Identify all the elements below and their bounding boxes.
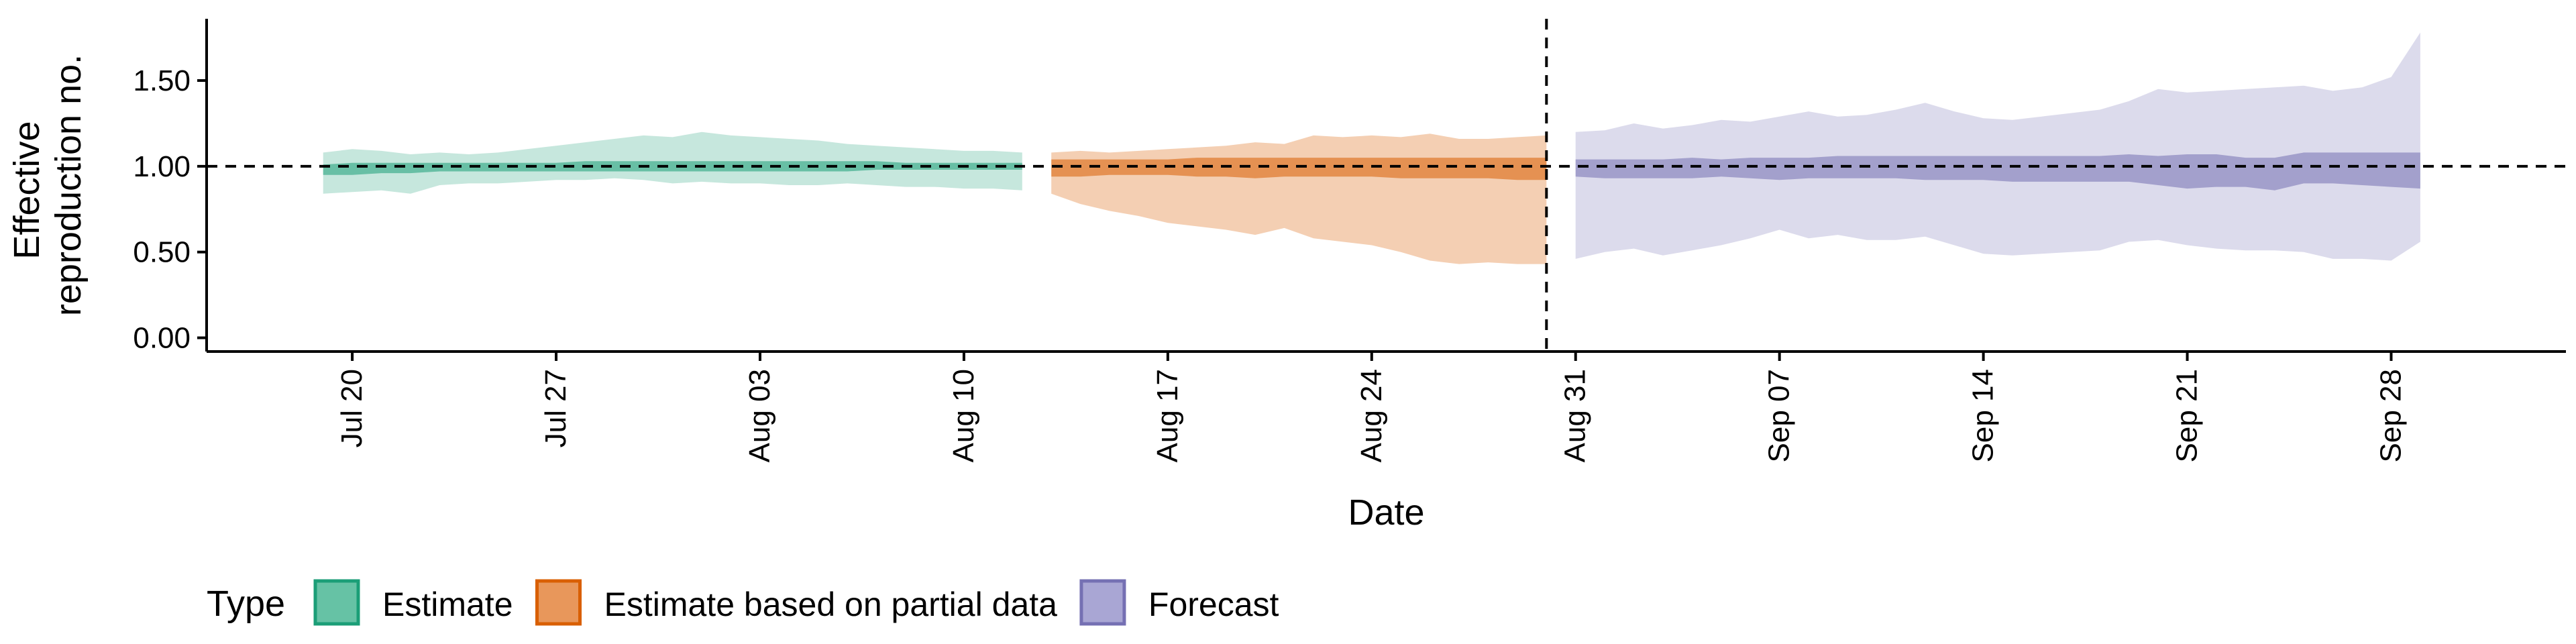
y-axis-title-line-1: Effective bbox=[7, 121, 47, 259]
x-tick-label: Sep 21 bbox=[2171, 369, 2204, 462]
band-outer-estimate-based-on-partial-data bbox=[1051, 133, 1547, 264]
x-tick-label: Aug 03 bbox=[743, 369, 776, 462]
x-tick-label: Jul 27 bbox=[539, 369, 572, 447]
legend-key-estimate-based-on-partial-data bbox=[535, 579, 582, 626]
y-axis-title-line-2: reproduction no. bbox=[48, 54, 89, 316]
legend-label-estimate: Estimate bbox=[382, 586, 513, 623]
x-ticks: Jul 20 Jul 27 Aug 03 Aug 10 Aug 17 Aug 24 Aug … bbox=[335, 352, 2407, 462]
band-inner-estimate-based-on-partial-data bbox=[1051, 158, 1547, 180]
band-outer-forecast bbox=[1575, 32, 2420, 261]
x-tick-label: Sep 14 bbox=[1967, 369, 2000, 462]
plot-bands bbox=[323, 32, 2420, 264]
x-tick-label: Sep 28 bbox=[2374, 369, 2407, 462]
band-inner-estimate bbox=[323, 161, 1022, 175]
x-tick-label: Jul 20 bbox=[335, 369, 368, 447]
y-tick-label: 0.00 bbox=[133, 322, 191, 355]
x-axis-title: Date bbox=[1348, 492, 1424, 533]
legend-title: Type bbox=[207, 584, 285, 624]
band-inner-forecast bbox=[1575, 152, 2420, 191]
axes bbox=[205, 19, 2566, 353]
x-tick-label: Aug 31 bbox=[1559, 369, 1592, 462]
legend-label-estimate-based-on-partial-data: Estimate based on partial data bbox=[604, 586, 1058, 623]
x-tick-label: Sep 07 bbox=[1763, 369, 1796, 462]
x-tick-label: Aug 17 bbox=[1151, 369, 1184, 462]
legend-key-forecast bbox=[1079, 579, 1126, 626]
y-tick-label: 1.50 bbox=[133, 64, 191, 97]
x-tick-label: Aug 10 bbox=[947, 369, 980, 462]
legend: Type Estimate Estimate based on partial d… bbox=[207, 579, 1279, 626]
y-tick-label: 1.00 bbox=[133, 150, 191, 183]
y-axis-title: Effective reproduction no. bbox=[7, 54, 89, 316]
y-tick-label: 0.50 bbox=[133, 236, 191, 269]
legend-key-estimate bbox=[313, 579, 360, 626]
x-tick-label: Aug 24 bbox=[1355, 369, 1388, 462]
legend-label-forecast: Forecast bbox=[1148, 586, 1279, 623]
y-ticks: 0.00 0.50 1.00 1.50 bbox=[133, 64, 207, 355]
